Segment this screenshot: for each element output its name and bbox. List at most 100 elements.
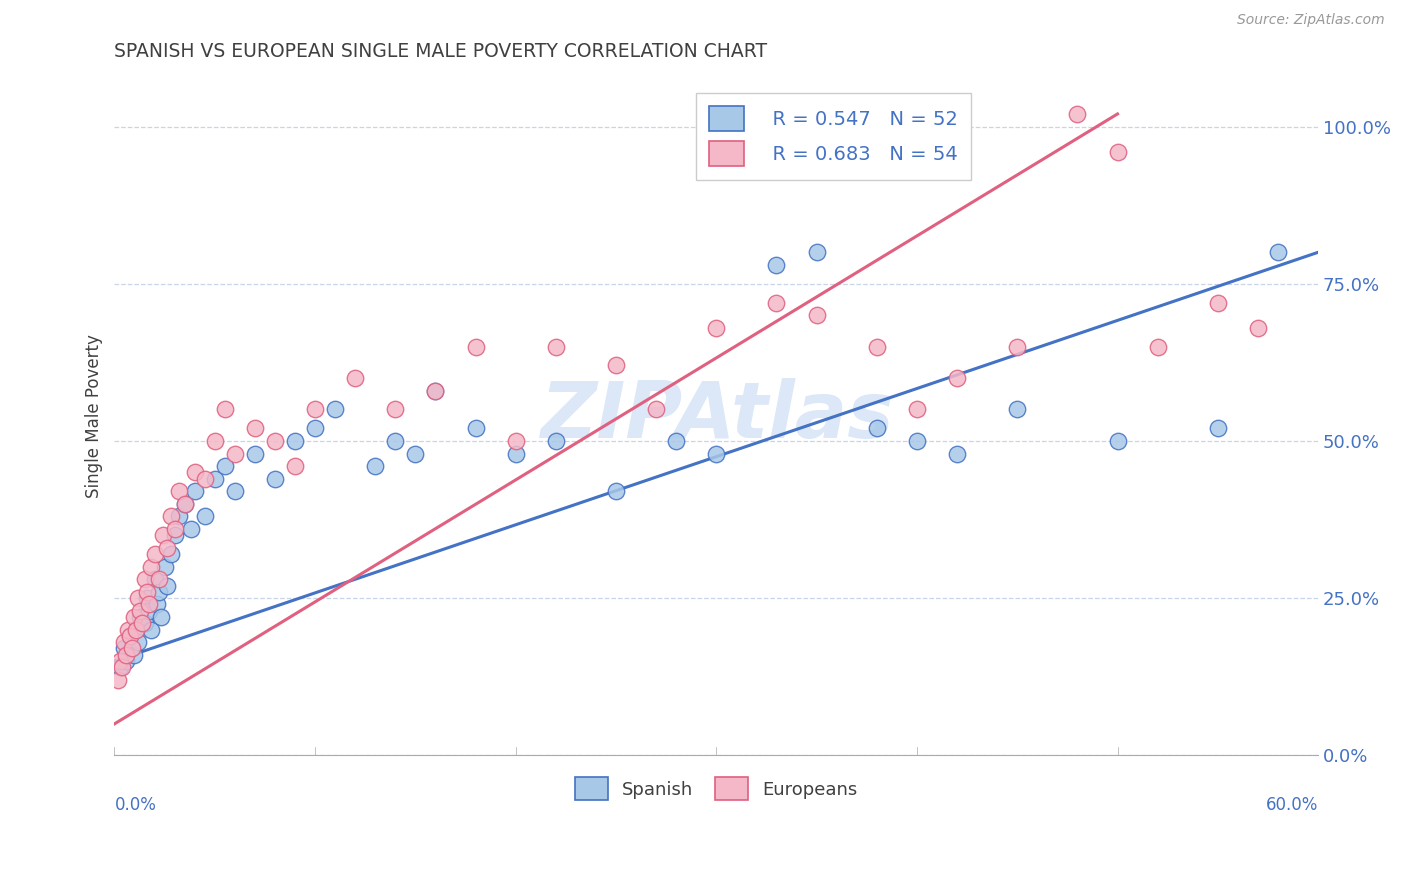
Point: [905, 434, 928, 448]
Point: [264, 434, 287, 448]
Point: [765, 295, 787, 310]
Point: [110, 654, 132, 668]
Point: [134, 616, 156, 631]
Point: [1146, 340, 1168, 354]
Point: [1005, 340, 1028, 354]
Point: [425, 384, 447, 398]
Legend: Spanish, Europeans: Spanish, Europeans: [568, 770, 865, 807]
Point: [214, 402, 236, 417]
Point: [866, 340, 889, 354]
Y-axis label: Single Male Poverty: Single Male Poverty: [86, 334, 103, 498]
Point: [384, 434, 406, 448]
Point: [135, 585, 157, 599]
Point: [1206, 421, 1229, 435]
Point: [243, 446, 266, 460]
Point: [145, 598, 167, 612]
Point: [148, 572, 170, 586]
Point: [125, 623, 148, 637]
Point: [464, 421, 486, 435]
Point: [124, 648, 146, 662]
Point: [127, 591, 149, 606]
Point: [224, 446, 246, 460]
Point: [114, 641, 136, 656]
Text: Source: ZipAtlas.com: Source: ZipAtlas.com: [1237, 13, 1385, 28]
Point: [214, 459, 236, 474]
Point: [159, 509, 181, 524]
Point: [544, 434, 567, 448]
Point: [905, 402, 928, 417]
Point: [765, 258, 787, 272]
Point: [1005, 402, 1028, 417]
Point: [173, 497, 195, 511]
Point: [111, 660, 134, 674]
Point: [204, 434, 226, 448]
Point: [115, 648, 138, 662]
Text: 60.0%: 60.0%: [1265, 796, 1319, 814]
Point: [806, 245, 828, 260]
Point: [125, 623, 148, 637]
Point: [121, 641, 143, 656]
Text: ZIPAtlas: ZIPAtlas: [540, 378, 893, 454]
Point: [284, 459, 307, 474]
Point: [866, 421, 889, 435]
Point: [114, 635, 136, 649]
Point: [120, 629, 142, 643]
Point: [167, 509, 190, 524]
Point: [143, 547, 166, 561]
Point: [134, 572, 156, 586]
Point: [129, 604, 152, 618]
Point: [384, 402, 406, 417]
Point: [404, 446, 426, 460]
Point: [1247, 320, 1270, 334]
Point: [806, 308, 828, 322]
Point: [224, 484, 246, 499]
Point: [149, 610, 172, 624]
Point: [284, 434, 307, 448]
Point: [129, 610, 152, 624]
Text: 0.0%: 0.0%: [114, 796, 156, 814]
Point: [1267, 245, 1289, 260]
Point: [204, 472, 226, 486]
Point: [304, 402, 326, 417]
Point: [605, 484, 627, 499]
Point: [115, 654, 138, 668]
Point: [243, 421, 266, 435]
Point: [1107, 145, 1129, 159]
Point: [183, 466, 205, 480]
Point: [1206, 295, 1229, 310]
Point: [135, 591, 157, 606]
Point: [704, 320, 727, 334]
Point: [194, 509, 217, 524]
Point: [665, 434, 688, 448]
Point: [127, 635, 149, 649]
Point: [323, 402, 346, 417]
Point: [425, 384, 447, 398]
Point: [173, 497, 195, 511]
Point: [1066, 107, 1088, 121]
Point: [138, 598, 160, 612]
Point: [139, 623, 162, 637]
Point: [131, 616, 153, 631]
Point: [110, 660, 132, 674]
Point: [704, 446, 727, 460]
Text: SPANISH VS EUROPEAN SINGLE MALE POVERTY CORRELATION CHART: SPANISH VS EUROPEAN SINGLE MALE POVERTY …: [114, 42, 768, 61]
Point: [143, 572, 166, 586]
Point: [180, 522, 202, 536]
Point: [946, 446, 969, 460]
Point: [124, 610, 146, 624]
Point: [505, 434, 527, 448]
Point: [152, 528, 174, 542]
Point: [138, 604, 160, 618]
Point: [167, 484, 190, 499]
Point: [304, 421, 326, 435]
Point: [464, 340, 486, 354]
Point: [163, 522, 186, 536]
Point: [155, 541, 177, 555]
Point: [505, 446, 527, 460]
Point: [155, 578, 177, 592]
Point: [139, 559, 162, 574]
Point: [107, 673, 129, 687]
Point: [544, 340, 567, 354]
Point: [153, 559, 176, 574]
Point: [159, 547, 181, 561]
